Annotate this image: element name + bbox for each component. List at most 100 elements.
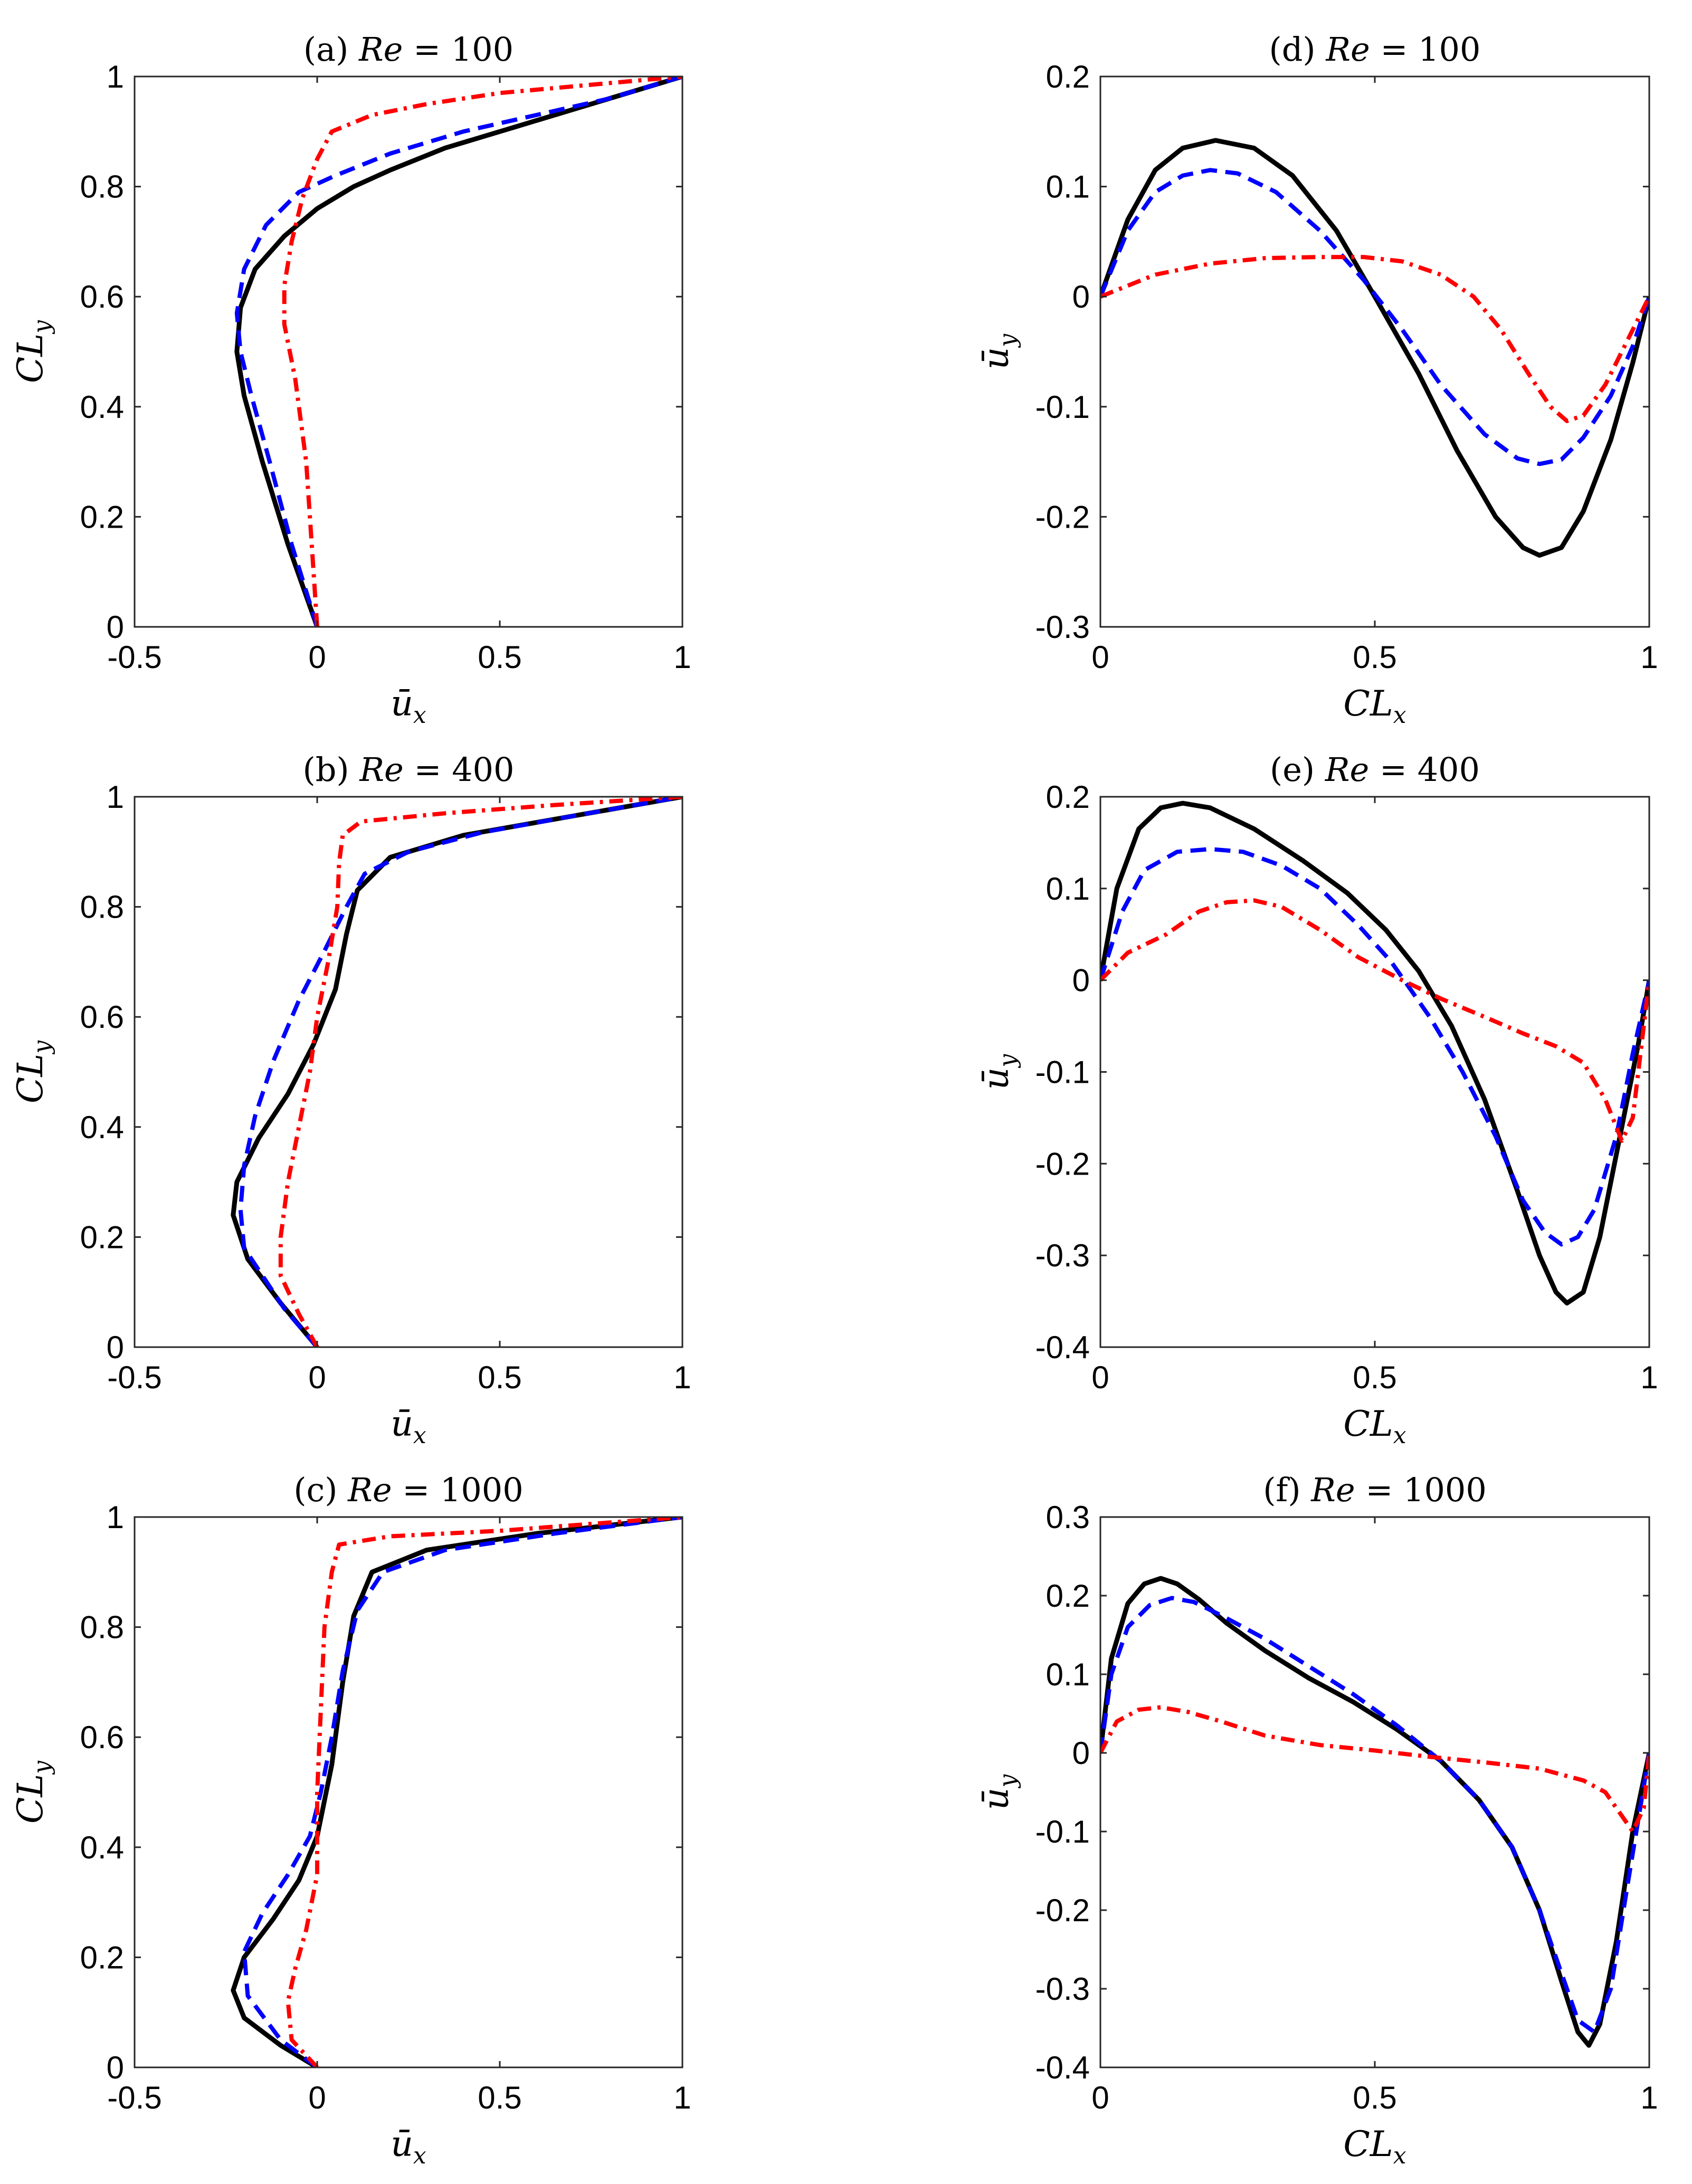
series-line-dashdot [286,1517,682,2067]
y-tick-label: 0 [1072,1735,1090,1771]
x-tick-label: 0 [1091,640,1109,675]
chart-title: (f) Re = 1000 [1263,1471,1487,1509]
y-tick-label: 1 [107,779,124,815]
y-tick-label: -0.1 [1035,389,1090,425]
y-tick-label: -0.2 [1035,1893,1090,1928]
x-axis-label: ūx [391,2124,426,2169]
x-tick-label: -0.5 [107,2080,161,2115]
x-tick-label: 0.5 [478,640,521,675]
x-tick-label: 1 [1640,640,1658,675]
y-tick-label: 0.8 [80,169,124,205]
x-tick-label: 0.5 [478,2080,521,2115]
series-line-solid [1100,138,1649,558]
y-tick-label: 0.4 [80,1830,124,1865]
x-axis-label: CLx [1343,683,1406,729]
y-tick-label: -0.4 [1035,1330,1090,1365]
x-tick-label: 0 [1091,1360,1109,1395]
y-tick-label: 0.2 [1046,779,1090,815]
x-axis-label: CLx [1343,2124,1406,2169]
chart-title: (b) Re = 400 [303,750,515,789]
y-tick-label: 0.8 [80,890,124,925]
series-group [1100,800,1649,1306]
y-axis-label: ūy [976,1054,1021,1090]
x-tick-label: 0.5 [478,1360,521,1395]
y-tick-label: -0.3 [1035,1238,1090,1273]
series-line-solid [1100,1576,1649,2048]
x-axis-label: ūx [391,1404,426,1449]
x-tick-label: -0.5 [107,1360,161,1395]
chart-title: (e) Re = 400 [1270,750,1480,789]
chart-title: (c) Re = 1000 [293,1471,523,1509]
y-tick-label: -0.4 [1035,2050,1090,2085]
y-tick-label: 0.1 [1046,1657,1090,1692]
x-tick-label: 1 [1640,2080,1658,2115]
x-tick-label: 0 [1091,2080,1109,2115]
y-tick-label: 0.1 [1046,169,1090,205]
x-axis-label: ūx [391,683,426,729]
y-tick-label: 0.8 [80,1610,124,1645]
series-line-dashed [242,1517,682,2067]
y-tick-label: 0.2 [1046,59,1090,94]
x-tick-label: -0.5 [107,640,161,675]
axes-frame [134,75,683,628]
y-tick-label: 0.2 [80,499,124,535]
x-tick-label: 1 [673,640,691,675]
series-line-dashed [234,77,682,627]
panel-e: 0 0.5 1 -0.4 -0.3 -0.2 -0.1 0 0.1 0.2 (e) Re = 400… [976,750,1658,1449]
panel-c: -0.5 0 0.5 100.20.40.60.81(c) Re = 1000ūxCL… [10,1471,691,2169]
y-tick-label: 0 [107,609,124,645]
axes-frame [134,1516,683,2068]
y-tick-label: 0.1 [1046,871,1090,907]
series-line-solid [234,77,682,627]
y-tick-label: -0.2 [1035,1146,1090,1181]
y-tick-label: 0.2 [80,1219,124,1255]
series-line-dashdot [282,77,682,627]
series-group [1100,1576,1649,2048]
y-axis-label: CLy [10,1760,55,1824]
y-tick-label: 0 [107,2050,124,2085]
y-tick-label: 0.4 [80,389,124,425]
x-tick-label: 0 [308,1360,326,1395]
series-group [231,797,682,1347]
y-axis-label: ūy [976,333,1021,370]
series-line-dashed [1100,168,1649,466]
chart-title: (d) Re = 100 [1269,30,1481,69]
series-group [1100,138,1649,558]
panel-d: 0 0.5 1 -0.3 -0.2 -0.1 0 0.1 0.2 (d) Re = 100 CLx ū… [976,30,1658,729]
series-line-dashdot [278,797,682,1347]
x-tick-label: 1 [1640,1360,1658,1395]
chart-title: (a) Re = 100 [303,30,514,69]
axes-frame [134,796,683,1348]
y-tick-label: -0.1 [1035,1055,1090,1090]
y-tick-label: 0.6 [80,279,124,314]
y-tick-label: 0.6 [80,999,124,1035]
series-line-dashdot [1100,898,1649,1143]
x-tick-label: 1 [673,2080,691,2115]
series-line-solid [1100,800,1649,1306]
y-tick-label: 0.4 [80,1110,124,1145]
x-tick-label: 0 [308,640,326,675]
x-tick-label: 0.5 [1353,1360,1396,1395]
series-group [234,77,682,627]
y-tick-label: 1 [107,59,124,94]
y-tick-label: -0.1 [1035,1814,1090,1849]
y-tick-label: -0.3 [1035,1971,1090,2007]
y-tick-label: 0 [1072,279,1090,314]
x-tick-label: 0.5 [1353,640,1396,675]
x-tick-label: 1 [673,1360,691,1395]
series-line-dashdot [1100,255,1649,423]
series-line-dashed [238,797,682,1347]
x-tick-label: 0.5 [1353,2080,1396,2115]
y-tick-label: 0.6 [80,1720,124,1755]
y-tick-label: 0.3 [1046,1500,1090,1535]
y-tick-label: 0.2 [80,1940,124,1975]
x-tick-label: 0 [308,2080,326,2115]
series-group [231,1517,682,2067]
series-line-dashdot [1100,1705,1649,1834]
series-line-dashed [1100,1596,1649,2034]
y-tick-label: 0 [107,1330,124,1365]
y-tick-label: -0.3 [1035,609,1090,645]
